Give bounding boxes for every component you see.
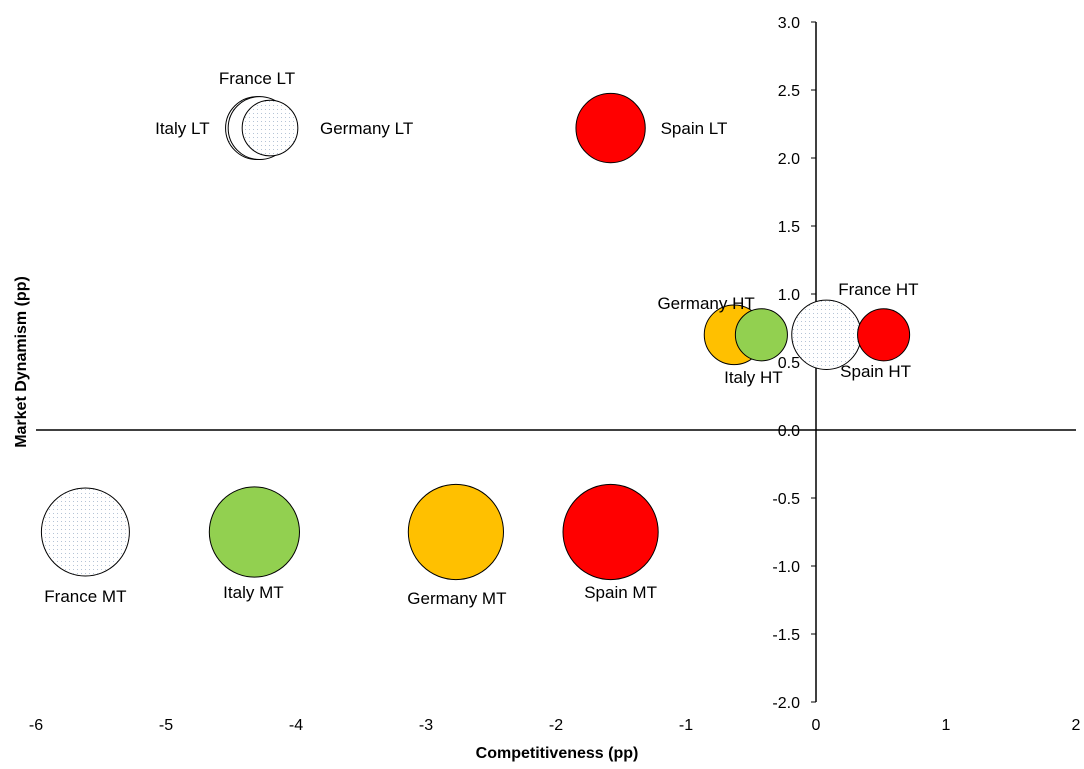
- bubble-spain-ht: [857, 308, 911, 362]
- bubble-spain-lt: [575, 92, 646, 164]
- bubble-label-germany-ht: Germany HT: [657, 294, 754, 313]
- bubble-label-spain-mt: Spain MT: [584, 583, 657, 602]
- x-tick-label: -1: [679, 717, 693, 734]
- axes: -6 -5 -4 -3 -2 -1 0 1 2 -2.0 -1.5 -1.0 -0.5 0.0 0.5 1.0…: [29, 15, 1081, 734]
- bubble-germany-mt: [407, 483, 504, 581]
- bubble-germany-lt: [241, 99, 299, 157]
- x-tick-label: -6: [29, 717, 43, 734]
- bubble-spain-mt: [562, 483, 659, 581]
- y-tick-label: -1.5: [772, 627, 800, 644]
- bubble-label-france-ht: France HT: [838, 280, 918, 299]
- y-tick-label: -1.0: [772, 559, 800, 576]
- y-tick-label: 1.5: [778, 219, 800, 236]
- bubble-france-mt: [40, 487, 130, 577]
- x-tick-label: -3: [419, 717, 433, 734]
- y-tick-label: -0.5: [772, 491, 800, 508]
- bubble-france-ht: [791, 299, 862, 370]
- bubble-label-france-mt: France MT: [44, 587, 126, 606]
- bubble-italy-ht: [734, 308, 788, 362]
- y-tick-label: 0.5: [778, 355, 800, 372]
- x-tick-label: 0: [812, 717, 821, 734]
- y-tick-label: 2.0: [778, 151, 800, 168]
- y-tick-label: -2.0: [772, 695, 800, 712]
- bubble-label-spain-lt: Spain LT: [661, 119, 728, 138]
- x-tick-label: 1: [942, 717, 951, 734]
- y-tick-label: 3.0: [778, 15, 800, 32]
- bubble-label-france-lt: France LT: [219, 69, 295, 88]
- x-axis-title: Competitiveness (pp): [476, 745, 639, 762]
- bubble-labels: France LT Italy LT Germany LT Spain LT Germa…: [44, 69, 918, 608]
- bubble-label-germany-mt: Germany MT: [407, 589, 506, 608]
- bubble-label-italy-lt: Italy LT: [155, 119, 209, 138]
- bubble-italy-mt: [208, 486, 300, 578]
- y-tick-label: 0.0: [778, 423, 800, 440]
- x-tick-label: -4: [289, 717, 303, 734]
- y-tick-label: 1.0: [778, 287, 800, 304]
- x-tick-label: -2: [549, 717, 563, 734]
- bubble-label-italy-ht: Italy HT: [724, 368, 783, 387]
- bubble-label-spain-ht: Spain HT: [840, 362, 911, 381]
- y-tick-label: 2.5: [778, 83, 800, 100]
- bubbles: [40, 92, 911, 581]
- y-axis-title: Market Dynamism (pp): [13, 276, 30, 448]
- bubble-label-italy-mt: Italy MT: [223, 583, 283, 602]
- x-tick-label: 2: [1072, 717, 1081, 734]
- x-tick-label: -5: [159, 717, 173, 734]
- bubble-label-germany-lt: Germany LT: [320, 119, 413, 138]
